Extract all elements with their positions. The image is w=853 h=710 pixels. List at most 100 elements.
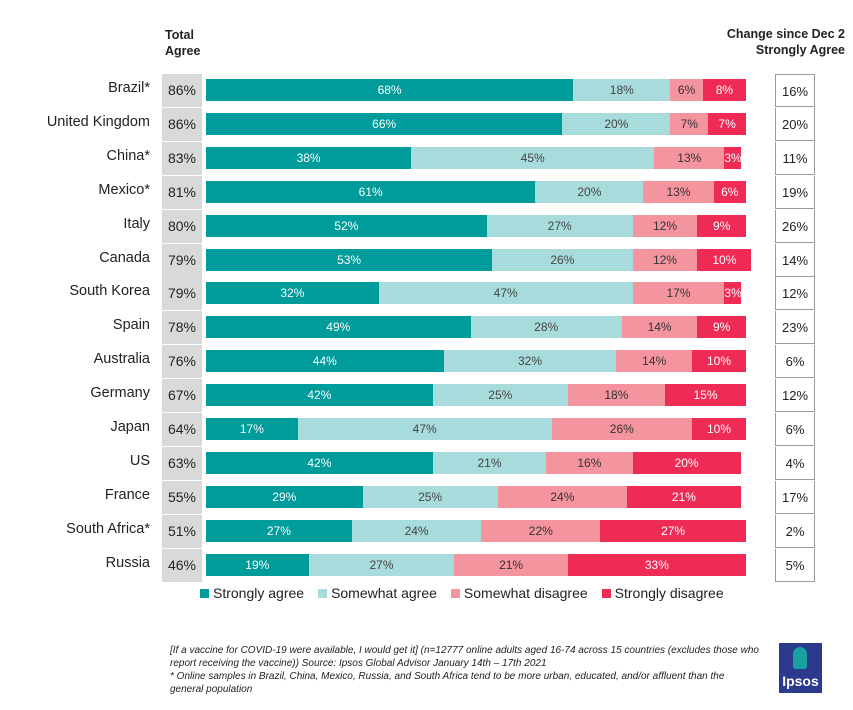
legend-swatch (200, 588, 209, 598)
country-label: Russia (105, 554, 150, 571)
country-label: Canada (99, 249, 150, 266)
bar-segment-somewhat-agree: 27% (308, 553, 455, 576)
bar-segment-somewhat-disagree: 14% (621, 316, 698, 339)
total-agree-value: 51% (162, 514, 202, 548)
legend-item: Strongly disagree (601, 585, 724, 601)
bar-segment-somewhat-agree: 47% (378, 282, 633, 305)
bar-segment-somewhat-agree: 27% (486, 214, 633, 237)
bar-segment-somewhat-agree: 18% (573, 79, 671, 101)
chart-row: Russia 46% 19% 27% 21% 33% 5% (0, 548, 853, 583)
footnote: [If a vaccine for COVID-19 were availabl… (170, 644, 760, 696)
bar-segment-somewhat-disagree: 7% (670, 112, 709, 135)
chart-row: France 55% 29% 25% 24% 21% 17% (0, 480, 853, 515)
country-label: Brazil* (108, 80, 150, 96)
change-value: 12% (775, 379, 815, 413)
bar-segment-somewhat-disagree: 14% (616, 350, 692, 373)
stacked-bar: 61% 20% 13% 6% (206, 180, 746, 203)
country-label: US (129, 452, 150, 469)
total-agree-value: 81% (162, 175, 202, 209)
total-agree-value: 79% (162, 277, 202, 311)
bar-segment-strongly-agree: 38% (206, 146, 412, 169)
bar-segment-strongly-disagree: 33% (567, 553, 746, 576)
chart-row: Canada 79% 53% 26% 12% 10% 14% (0, 243, 853, 278)
country-label: Mexico* (98, 181, 150, 198)
bar-segment-strongly-agree: 17% (206, 418, 298, 440)
change-value: 5% (775, 548, 815, 582)
change-value: 14% (775, 243, 815, 277)
bar-segment-strongly-agree: 61% (206, 180, 536, 203)
bar-segment-strongly-disagree: 27% (600, 519, 746, 542)
change-value: 4% (775, 446, 815, 480)
change-value: 19% (775, 175, 815, 209)
total-agree-value: 55% (162, 480, 202, 514)
change-value: 26% (775, 209, 815, 243)
country-label: Italy (123, 215, 150, 232)
stacked-bar: 42% 21% 16% 20% (206, 451, 741, 474)
bar-segment-strongly-agree: 27% (206, 519, 352, 542)
legend: Strongly agree Somewhat agree Somewhat dis… (200, 585, 724, 601)
change-value: 12% (775, 277, 815, 311)
change-value: 23% (775, 311, 815, 345)
bar-segment-somewhat-agree: 25% (432, 384, 568, 407)
total-agree-value: 76% (162, 345, 202, 379)
total-agree-value: 86% (162, 74, 202, 107)
bar-segment-strongly-disagree: 10% (691, 350, 746, 373)
total-agree-value: 67% (162, 379, 202, 413)
country-label: South Korea (69, 283, 150, 300)
bar-segment-strongly-disagree: 7% (708, 112, 746, 135)
bar-segment-strongly-disagree: 21% (627, 485, 741, 508)
bar-segment-strongly-disagree: 9% (697, 316, 746, 339)
chart-row: South Africa* 51% 27% 24% 22% 27% 2% (0, 514, 853, 549)
stacked-bar: 68% 18% 6% 8% (206, 79, 746, 101)
country-label: Australia (93, 351, 150, 368)
bar-segment-somewhat-agree: 21% (432, 451, 547, 474)
bar-segment-somewhat-disagree: 26% (551, 418, 692, 440)
chart-row: Mexico* 81% 61% 20% 13% 6% 19% (0, 175, 853, 210)
chart-row: Australia 76% 44% 32% 14% 10% 6% (0, 345, 853, 379)
bar-segment-strongly-disagree: 10% (697, 248, 752, 271)
footnote-source: [If a vaccine for COVID-19 were availabl… (170, 645, 759, 669)
bar-segment-somewhat-disagree: 13% (654, 146, 725, 169)
stacked-bar: 42% 25% 18% 15% (206, 384, 746, 407)
change-value: 6% (775, 345, 815, 379)
chart-row: Japan 64% 17% 47% 26% 10% 6% (0, 413, 853, 447)
stacked-bar: 66% 20% 7% 7% (206, 112, 746, 135)
bar-segment-strongly-agree: 52% (206, 214, 487, 237)
bar-segment-somewhat-disagree: 13% (643, 180, 714, 203)
legend-label: Somewhat disagree (463, 585, 588, 601)
total-agree-value: 78% (162, 311, 202, 345)
stacked-bar: 32% 47% 17% 3% (206, 282, 741, 305)
legend-swatch (318, 588, 328, 598)
chart-row: South Korea 79% 32% 47% 17% 3% 12% (0, 277, 853, 311)
country-label: Japan (110, 419, 150, 435)
change-value: 11% (775, 141, 815, 175)
country-label: United Kingdom (46, 113, 150, 130)
total-agree-value: 86% (162, 107, 202, 141)
bar-segment-somewhat-disagree: 12% (632, 248, 698, 271)
stacked-bar: 27% 24% 22% 27% (206, 519, 746, 542)
stacked-bar: 52% 27% 12% 9% (206, 214, 746, 237)
bar-segment-somewhat-disagree: 21% (454, 553, 568, 576)
chart-row: US 63% 42% 21% 16% 20% 4% (0, 446, 853, 481)
bar-segment-somewhat-agree: 47% (297, 418, 552, 440)
bar-segment-strongly-disagree: 15% (664, 384, 746, 407)
chart-row: Spain 78% 49% 28% 14% 9% 23% (0, 311, 853, 345)
country-label: China* (106, 147, 150, 164)
total-agree-value: 79% (162, 243, 202, 277)
bar-segment-strongly-disagree: 3% (724, 282, 741, 305)
total-agree-value: 64% (162, 413, 202, 446)
stacked-bar: 19% 27% 21% 33% (206, 553, 746, 576)
total-agree-value: 63% (162, 446, 202, 480)
bar-segment-somewhat-disagree: 22% (481, 519, 601, 542)
footnote-sample: * Online samples in Brazil, China, Mexic… (170, 671, 725, 695)
bar-segment-strongly-agree: 19% (206, 553, 309, 576)
change-value: 17% (775, 480, 815, 514)
bar-segment-somewhat-agree: 32% (443, 350, 617, 373)
chart-row: Brazil* 86% 68% 18% 6% 8% 16% (0, 74, 853, 108)
bar-segment-somewhat-agree: 20% (535, 180, 644, 203)
bar-segment-somewhat-disagree: 16% (546, 451, 633, 474)
change-value: 20% (775, 107, 815, 141)
total-agree-value: 46% (162, 548, 202, 582)
legend-swatch (450, 588, 460, 598)
country-label: France (104, 486, 150, 503)
